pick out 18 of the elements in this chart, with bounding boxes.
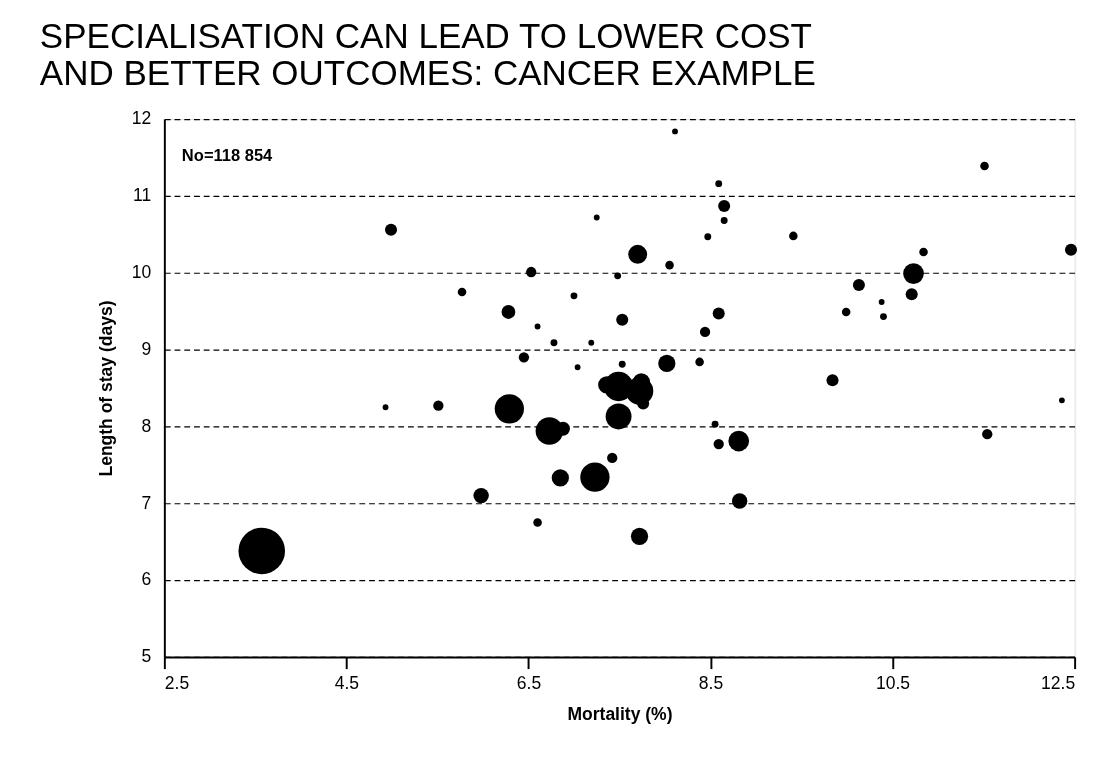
y-tick-label: 11	[133, 185, 152, 206]
x-tick-label: 12.5	[1041, 672, 1076, 693]
x-tick-label: 6.5	[516, 672, 542, 693]
y-tick-label: 7	[141, 492, 152, 513]
x-tick-label: 2.5	[164, 672, 190, 693]
y-tick-label: 5	[141, 646, 152, 667]
y-tick-label: 8	[141, 415, 152, 436]
y-tick-label: 9	[141, 338, 152, 359]
x-tick-label: 4.5	[334, 672, 360, 693]
annotation: No=118 854	[181, 145, 274, 165]
chart-title: SPECIALISATION CAN LEAD TO LOWER COST AND BETTER OUTCOMES: CANCER EXAMPLE	[39, 16, 816, 93]
y-tick-label: 12	[131, 108, 152, 129]
x-tick-label: 10.5	[876, 672, 911, 693]
y-tick-label: 6	[141, 569, 152, 590]
y-tick-label: 10	[131, 262, 152, 283]
x-tick-label: 8.5	[698, 672, 724, 693]
y-axis-title: Length of stay (days)	[96, 300, 117, 477]
x-axis-title: Mortality (%)	[567, 703, 673, 724]
